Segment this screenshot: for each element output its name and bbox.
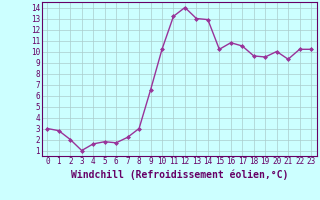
- X-axis label: Windchill (Refroidissement éolien,°C): Windchill (Refroidissement éolien,°C): [70, 169, 288, 180]
